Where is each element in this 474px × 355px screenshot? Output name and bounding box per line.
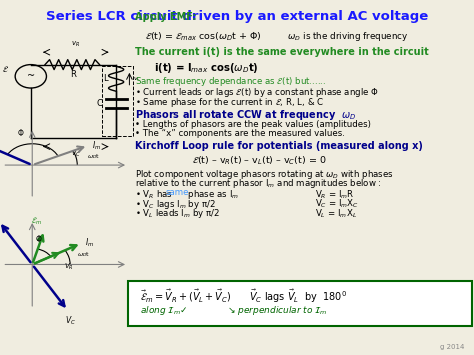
Text: $v_R$: $v_R$ [71, 39, 81, 49]
Text: $\vec{\mathcal{E}}_m = \vec{V}_R + (\vec{V}_L + \vec{V}_C)$      $\vec{V}_C$ lag: $\vec{\mathcal{E}}_m = \vec{V}_R + (\vec… [140, 287, 347, 305]
Bar [102, 66, 133, 136]
Text: g 2014: g 2014 [440, 344, 465, 350]
Text: Plot component voltage phasors rotating at $\omega_D$ with phases: Plot component voltage phasors rotating … [135, 168, 394, 181]
Text: • Same phase for the current in $\mathcal{E}$, R, L, & C: • Same phase for the current in $\mathca… [135, 96, 324, 109]
Text: $v_C$: $v_C$ [71, 149, 81, 159]
Text: $V_R$: $V_R$ [64, 262, 73, 272]
Text: $\Phi$: $\Phi$ [35, 233, 42, 244]
Text: $v_L$: $v_L$ [133, 75, 141, 83]
Text: • The “x” components are the measured values.: • The “x” components are the measured va… [135, 129, 345, 138]
Text: $\Phi$: $\Phi$ [17, 127, 24, 138]
Text: $\omega_D$t: $\omega_D$t [77, 250, 91, 259]
Text: V$_L$ = I$_m$X$_L$: V$_L$ = I$_m$X$_L$ [315, 207, 357, 220]
Text: ~: ~ [27, 71, 35, 81]
Text: • Lengths of phasors are the peak values (amplitudes): • Lengths of phasors are the peak values… [135, 120, 371, 129]
FancyBboxPatch shape [128, 281, 472, 326]
Text: Same frequency dependance as $\mathcal{E}$(t) but......: Same frequency dependance as $\mathcal{E… [135, 75, 327, 88]
Text: • V$_L$ leads I$_m$ by π/2: • V$_L$ leads I$_m$ by π/2 [135, 207, 220, 220]
Text: $V_C$: $V_C$ [64, 314, 76, 327]
Text: relative to the current phasor I$_m$ and magnitudes below :: relative to the current phasor I$_m$ and… [135, 178, 382, 191]
Text: $I_m$: $I_m$ [92, 139, 101, 152]
Text: L: L [103, 74, 108, 83]
Text: C: C [97, 99, 103, 108]
Text: i(t) = I$_{max}$ cos($\omega_D$t): i(t) = I$_{max}$ cos($\omega_D$t) [154, 61, 259, 75]
Text: $\mathcal{E}_m$: $\mathcal{E}_m$ [31, 216, 42, 227]
Text: Kirchoff Loop rule for potentials (measured along x): Kirchoff Loop rule for potentials (measu… [135, 141, 423, 151]
Text: Series LCR circuit driven by an external AC voltage: Series LCR circuit driven by an external… [46, 10, 428, 23]
Text: Apply EMF:: Apply EMF: [135, 12, 196, 22]
Text: • V$_R$ has: • V$_R$ has [135, 188, 173, 201]
Text: • V$_C$ lags I$_m$ by π/2: • V$_C$ lags I$_m$ by π/2 [135, 198, 216, 211]
Text: along $\mathcal{I}_m$✓              ↘ perpendicular to $\mathcal{I}_m$: along $\mathcal{I}_m$✓ ↘ perpendicular t… [140, 304, 328, 317]
Text: phase as I$_m$: phase as I$_m$ [185, 188, 239, 201]
Text: $\omega_D$ is the driving frequency: $\omega_D$ is the driving frequency [282, 30, 409, 43]
Text: $\mathcal{E}$(t) = $\mathcal{E}_{max}$ cos($\omega_D$t + $\Phi$): $\mathcal{E}$(t) = $\mathcal{E}_{max}$ c… [145, 30, 261, 43]
Text: • Current leads or lags $\mathcal{E}$(t) by a constant phase angle $\Phi$: • Current leads or lags $\mathcal{E}$(t)… [135, 86, 379, 99]
Text: V$_C$ = I$_m$X$_C$: V$_C$ = I$_m$X$_C$ [315, 198, 359, 210]
Text: Phasors all rotate CCW at frequency  $\omega_D$: Phasors all rotate CCW at frequency $\om… [135, 108, 356, 122]
Text: R: R [71, 70, 76, 79]
Text: $\mathcal{E}$: $\mathcal{E}$ [2, 64, 9, 74]
Text: The current i(t) is the same everywhere in the circuit: The current i(t) is the same everywhere … [135, 47, 429, 57]
Text: same: same [166, 188, 190, 197]
Text: $\mathcal{E}$(t) – v$_R$(t) – v$_L$(t) – v$_C$(t) = 0: $\mathcal{E}$(t) – v$_R$(t) – v$_L$(t) –… [192, 154, 327, 167]
Text: V$_R$ = I$_m$R: V$_R$ = I$_m$R [315, 188, 355, 201]
Text: $I_m$: $I_m$ [85, 237, 94, 250]
Text: $\omega_D$t: $\omega_D$t [87, 152, 100, 161]
